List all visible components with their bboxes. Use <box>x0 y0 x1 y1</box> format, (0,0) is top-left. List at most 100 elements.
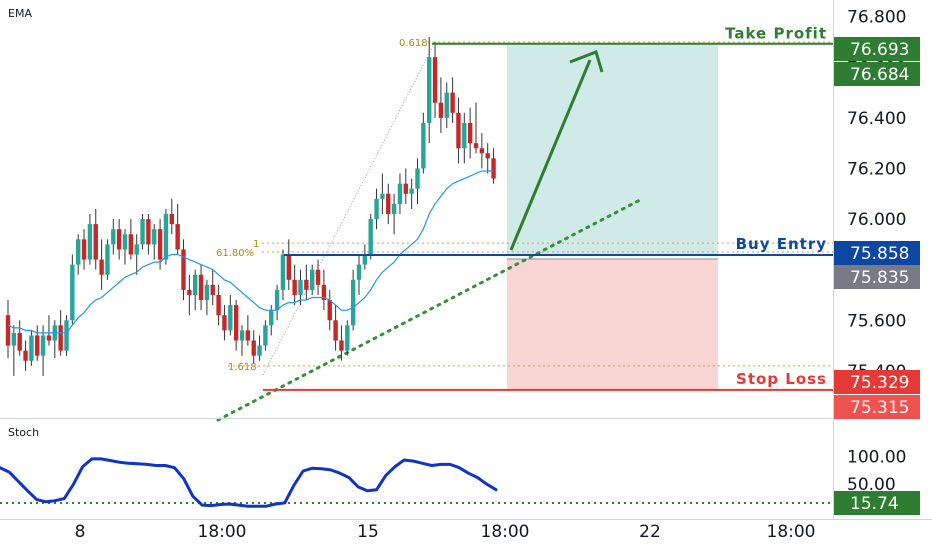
candle-body <box>485 153 490 159</box>
fib-label: 61.80% <box>216 248 254 259</box>
candle-body <box>368 219 373 255</box>
candle-body <box>427 57 432 123</box>
time-tick-label: 8 <box>75 522 86 542</box>
target-arrow-shaft <box>509 59 592 251</box>
candle-body <box>193 274 198 295</box>
candle-body <box>263 325 268 346</box>
candle-body <box>467 122 473 144</box>
price-panel: 0.618 161.80% 1.618 Take Profit Buy Entry St… <box>5 7 833 422</box>
ema-indicator-label: EMA <box>8 7 32 20</box>
candle-body <box>152 229 157 245</box>
candle-body <box>128 234 134 255</box>
candle-body <box>11 332 17 346</box>
target-arrow-head <box>569 50 604 73</box>
candle-body <box>298 279 303 295</box>
candle-body <box>257 345 262 356</box>
time-axis: 8 18:00 15 18:00 22 18:00 <box>0 519 932 542</box>
candle-body <box>76 239 81 265</box>
price-tick-label: 76.800 <box>847 8 906 28</box>
candle-body <box>81 239 87 260</box>
candle-body <box>280 254 286 290</box>
candle-body <box>204 284 210 301</box>
candle-body <box>251 340 256 356</box>
candle-body <box>105 244 110 275</box>
candle-body <box>292 279 297 295</box>
candle-body <box>233 305 239 341</box>
candle-body <box>40 335 46 356</box>
candle-body <box>29 335 34 361</box>
fib-label: 1 <box>253 239 259 250</box>
stop-loss-label: Stop Loss <box>736 370 827 388</box>
candle-body <box>397 183 403 204</box>
stoch-indicator-label: Stoch <box>8 426 39 439</box>
support-trendline <box>216 198 642 422</box>
time-tick-label: 18:00 <box>481 522 530 542</box>
candle-body <box>421 122 426 169</box>
candle-body <box>216 294 221 316</box>
candle-body <box>321 284 327 301</box>
time-tick-label: 18:00 <box>198 522 247 542</box>
fibonacci-levels: 0.618 161.80% 1.618 <box>216 38 833 376</box>
candle-body <box>122 234 128 250</box>
fib-label: 1.618 <box>228 362 257 373</box>
loss-zone <box>507 259 718 391</box>
fib-anchor-line <box>262 47 433 376</box>
candle-body <box>462 122 467 149</box>
candle-body <box>116 229 122 250</box>
candle-body <box>228 305 233 331</box>
ema-line <box>7 170 494 334</box>
price-tag-bg <box>834 62 920 86</box>
price-tag-bg <box>834 37 920 61</box>
price-tick-label: 76.400 <box>847 109 906 129</box>
stoch-level-tag-label: 15.74 <box>850 494 899 514</box>
candle-body <box>432 57 438 103</box>
candle-body <box>310 269 315 290</box>
trendline-layer <box>216 198 642 422</box>
ema-layer <box>7 170 494 334</box>
risk-reward-zones <box>507 43 718 391</box>
stoch-level-tag-bg <box>834 491 920 515</box>
price-tag-bg <box>834 370 920 394</box>
candle-body <box>350 279 356 326</box>
stoch-line <box>0 457 498 508</box>
candle-body <box>304 279 309 290</box>
price-tick-label: 76.000 <box>847 210 906 230</box>
stoch-tick-label: 50.00 <box>847 475 896 495</box>
price-tag-bg <box>834 395 920 419</box>
candle-body <box>198 274 204 301</box>
candle-body <box>269 310 274 326</box>
candle-body <box>181 249 186 290</box>
candle-body <box>456 112 461 149</box>
candle-body <box>391 203 397 215</box>
candle-body <box>169 214 174 225</box>
candle-body <box>210 284 215 295</box>
candle-body <box>87 224 93 260</box>
profit-zone <box>507 43 718 256</box>
candle-body <box>134 244 139 255</box>
candle-body <box>409 188 414 194</box>
candle-body <box>444 92 449 118</box>
candle-body <box>438 102 444 118</box>
candle-body <box>415 168 420 189</box>
time-tick-label: 22 <box>639 522 661 542</box>
price-tag-label: 76.684 <box>850 65 909 85</box>
take-profit-label: Take Profit <box>725 25 827 43</box>
candle-body <box>163 214 169 260</box>
trade-setup-layer: Take Profit Buy Entry Stop Loss <box>263 25 833 391</box>
price-tag-label: 75.858 <box>850 244 909 264</box>
candle-body <box>222 315 227 331</box>
candle-body <box>374 198 379 220</box>
candle-body <box>333 320 338 341</box>
candle-body <box>339 340 344 351</box>
candle-body <box>362 254 368 265</box>
candle-body <box>327 300 332 321</box>
price-tag-label: 75.329 <box>850 373 909 393</box>
price-tag-label: 76.693 <box>850 40 909 60</box>
stoch-layer <box>0 457 833 508</box>
candle-body <box>146 219 151 245</box>
candle-body <box>140 219 145 245</box>
price-tick-label: 76.200 <box>847 159 906 179</box>
buy-entry-label: Buy Entry <box>736 235 827 253</box>
stochastic-panel: Stoch <box>0 426 833 508</box>
candle-body <box>274 289 280 311</box>
